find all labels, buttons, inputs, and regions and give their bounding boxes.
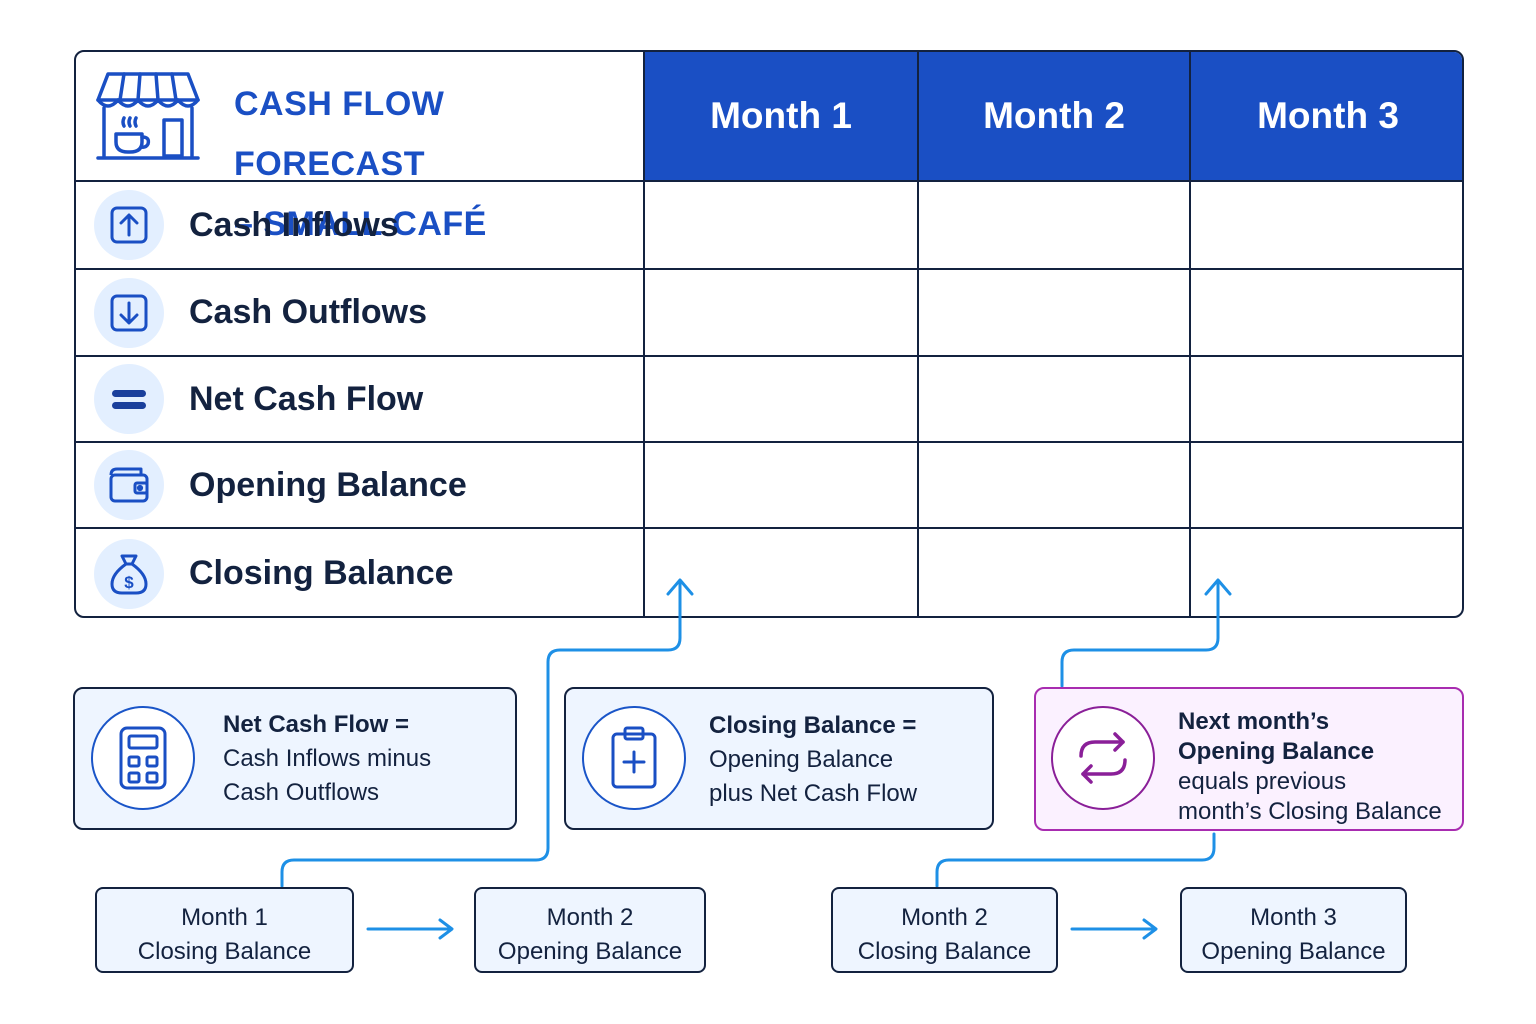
note-title: Closing Balance = (709, 712, 917, 739)
cell-inflows-month-3[interactable] (1191, 182, 1462, 268)
header-month-1: Month 1 (644, 52, 918, 180)
cafe-storefront-icon (96, 72, 200, 160)
row-cash-outflows: Cash Outflows (76, 270, 644, 355)
note-next-month: Next month’s Opening Balance equals prev… (1034, 687, 1464, 831)
flow-month2-opening: Month 2 Opening Balance (474, 887, 706, 973)
cell-net-month-2[interactable] (919, 357, 1189, 441)
title-line-2: – SMALL CAFÉ (234, 205, 487, 243)
note-title: Opening Balance (1178, 738, 1375, 765)
note-line: equals previous (1178, 768, 1347, 795)
cell-net-month-3[interactable] (1191, 357, 1462, 441)
flow-line: Month 3 (1250, 904, 1337, 931)
note-closing-balance-text: Closing Balance = Opening Balance plus N… (709, 709, 917, 811)
cell-opening-month-3[interactable] (1191, 443, 1462, 527)
note-line: Cash Inflows minus (223, 745, 432, 772)
row-opening-balance: Opening Balance (76, 443, 644, 527)
row-label-text: Net Cash Flow (189, 379, 424, 418)
connector-month2-to-table (935, 832, 1216, 888)
month-1-label: Month 1 (710, 95, 852, 136)
note-title: Next month’s (1178, 708, 1330, 735)
equals-icon (94, 364, 164, 434)
money-bag-icon: $ (94, 538, 164, 609)
cell-closing-month-1[interactable] (645, 529, 917, 616)
cell-net-month-1[interactable] (645, 357, 917, 441)
note-net-cash-flow: Net Cash Flow = Cash Inflows minus Cash … (73, 687, 517, 830)
cell-inflows-month-2[interactable] (919, 182, 1189, 268)
flow-line: Month 2 (901, 904, 988, 931)
svg-text:$: $ (124, 573, 134, 592)
note-title: Net Cash Flow = (223, 711, 410, 738)
cell-outflows-month-1[interactable] (645, 270, 917, 355)
cell-outflows-month-3[interactable] (1191, 270, 1462, 355)
wallet-icon (94, 450, 164, 520)
row-cash-inflows: Cash Inflows (76, 182, 644, 268)
calculator-icon (91, 706, 195, 810)
row-label-text: Closing Balance (189, 554, 454, 592)
table-title-cell: CASH FLOW FORECAST – SMALL CAFÉ (76, 52, 644, 243)
arrow-up-icon (94, 190, 164, 260)
header-month-3: Month 3 (1190, 52, 1462, 180)
note-line: month’s Closing Balance (1178, 798, 1442, 825)
arrow-down-icon (94, 277, 164, 348)
header-month-2: Month 2 (918, 52, 1190, 180)
flow-line: Closing Balance (857, 938, 1032, 965)
cell-opening-month-1[interactable] (645, 443, 917, 527)
note-closing-balance: Closing Balance = Opening Balance plus N… (564, 687, 994, 830)
flow-line: Closing Balance (137, 938, 312, 965)
flow-month1-closing: Month 1 Closing Balance (95, 887, 354, 973)
cell-closing-month-3[interactable] (1191, 529, 1462, 616)
note-next-month-text: Next month’s Opening Balance equals prev… (1178, 707, 1442, 827)
flow-arrow-2 (1070, 918, 1158, 940)
cell-closing-month-2[interactable] (919, 529, 1189, 616)
cell-opening-month-2[interactable] (919, 443, 1189, 527)
flow-line: Opening Balance (1201, 938, 1386, 965)
month-3-label: Month 3 (1257, 95, 1399, 136)
flow-line: Month 2 (546, 904, 634, 931)
month-2-label: Month 2 (983, 95, 1125, 136)
cell-outflows-month-2[interactable] (919, 270, 1189, 355)
row-closing-balance: $ Closing Balance (76, 529, 644, 616)
cash-flow-table: CASH FLOW FORECAST – SMALL CAFÉ Month 1 … (74, 50, 1464, 618)
table-title: CASH FLOW FORECAST – SMALL CAFÉ (234, 74, 644, 254)
title-line-1: CASH FLOW FORECAST (234, 85, 445, 183)
row-label-text: Cash Inflows (189, 205, 399, 244)
flow-month2-closing: Month 2 Closing Balance (831, 887, 1058, 973)
row-label-text: Cash Outflows (189, 293, 428, 331)
cycle-arrows-icon (1051, 706, 1155, 810)
note-line: plus Net Cash Flow (709, 780, 918, 807)
flow-arrow-1 (366, 918, 454, 940)
row-label-text: Opening Balance (189, 465, 467, 504)
flow-line: Opening Balance (497, 938, 683, 965)
cell-inflows-month-1[interactable] (645, 182, 917, 268)
flow-month3-opening: Month 3 Opening Balance (1180, 887, 1407, 973)
note-line: Opening Balance (709, 746, 894, 773)
clipboard-plus-icon (582, 706, 686, 810)
row-net-cash-flow: Net Cash Flow (76, 357, 644, 441)
note-net-cash-flow-text: Net Cash Flow = Cash Inflows minus Cash … (223, 708, 431, 810)
note-line: Cash Outflows (223, 779, 380, 806)
flow-line: Month 1 (181, 904, 268, 931)
